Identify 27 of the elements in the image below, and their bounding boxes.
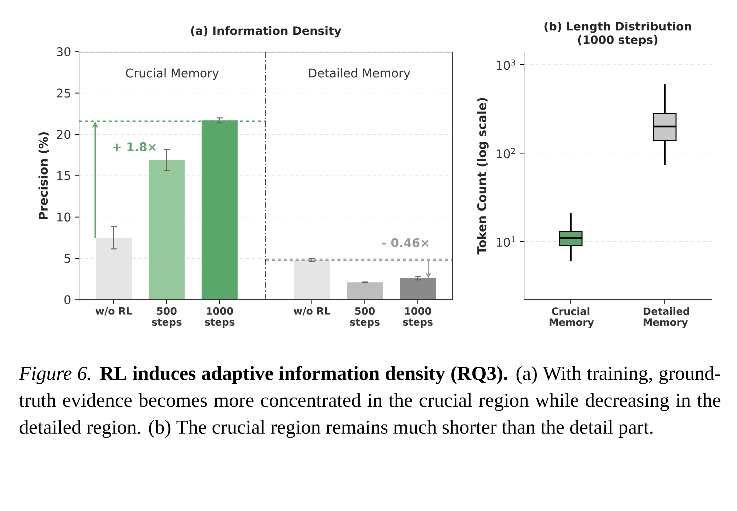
x-tick-label: 1000 steps — [403, 308, 433, 328]
y-tick-label: 0 — [64, 295, 71, 305]
x-tick-label: 500 steps — [350, 308, 380, 328]
y-tick-label: 10 — [58, 212, 71, 222]
y-tick-label: 10$^{2}$ — [497, 148, 516, 159]
annotation: + 1.8× — [113, 142, 156, 152]
y-tick-label: 30 — [57, 47, 71, 57]
x-tick-label: w/o RL — [96, 308, 132, 316]
x-tick-label: Detailed Memory — [644, 308, 690, 328]
y-tick-label: 10$^{3}$ — [497, 60, 516, 70]
chart-title: (a) Information Density — [191, 26, 342, 38]
y-axis-title: Precision (%) — [38, 132, 50, 220]
y-tick-label: 25 — [57, 88, 70, 98]
text: Detailed Memory — [309, 68, 410, 80]
y-tick-label: 5 — [64, 254, 70, 264]
x-tick-label: Crucial Memory — [550, 308, 594, 328]
x-tick-label: 500 steps — [152, 308, 182, 328]
chart-title: (b) Length Distribution (1000 steps) — [544, 22, 692, 46]
y-tick-label: 10$^{1}$ — [497, 236, 516, 247]
x-tick-label: w/o RL — [294, 308, 330, 316]
y-tick-label: 15 — [58, 172, 70, 180]
x-tick-label: 1000 steps — [205, 308, 235, 328]
y-axis-title: Token Count (log scale) — [477, 98, 489, 255]
y-tick-label: 20 — [57, 130, 71, 140]
text: Crucial Memory — [126, 68, 220, 80]
annotation: - 0.46× — [382, 238, 429, 248]
text: Figure 6. RL induces adaptive information density (RQ3). (a) With training, ground-truth evidence becomes more concentrated in the crucial region while decreasing in the detailed region. (b) The crucial region remains much shorter than the detail part. — [19, 366, 721, 438]
